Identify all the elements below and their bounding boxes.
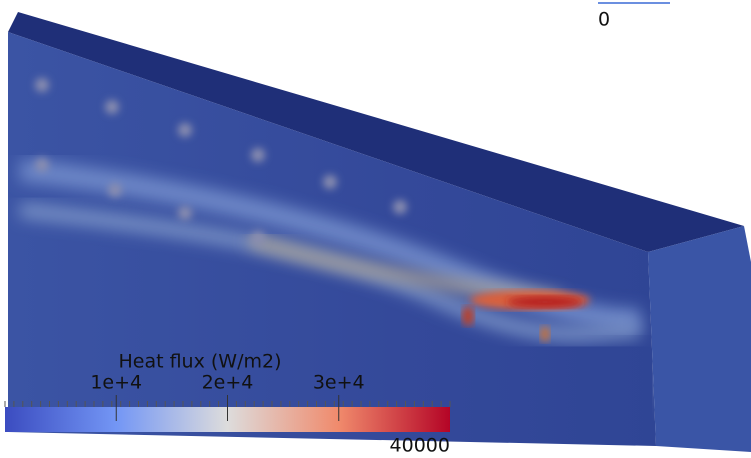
range-max-label: 40000	[390, 435, 450, 457]
tick-label: 3e+4	[313, 372, 365, 394]
tick-label: 2e+4	[202, 372, 254, 394]
colorbar-title: Heat flux (W/m2)	[118, 351, 281, 373]
range-min-label: 0	[598, 9, 610, 31]
box-side	[648, 226, 751, 452]
scene: 0 Heat flux (W/m2) 1e+4 2e+4 3e+4 40000	[0, 0, 751, 458]
tick-label: 1e+4	[90, 372, 142, 394]
